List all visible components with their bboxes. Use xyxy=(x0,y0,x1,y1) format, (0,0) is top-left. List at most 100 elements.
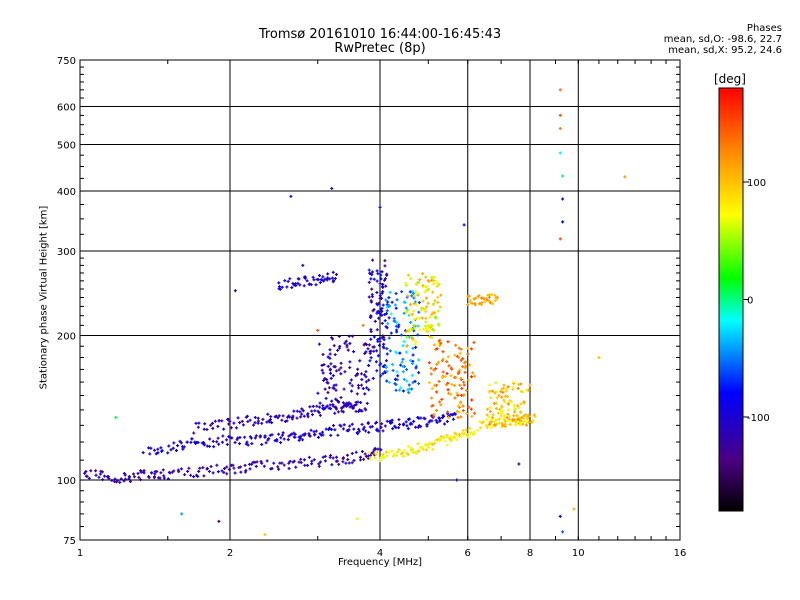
trace-point xyxy=(323,454,327,458)
trace-point xyxy=(89,469,93,473)
echo-point xyxy=(462,223,466,227)
echo-point xyxy=(316,328,320,332)
trace-point xyxy=(336,410,340,414)
trace-point xyxy=(391,454,395,458)
cluster-point xyxy=(318,401,322,405)
cluster-point xyxy=(380,270,384,274)
cluster-point xyxy=(506,408,510,412)
cluster-point xyxy=(369,300,373,304)
cluster-point xyxy=(385,369,389,373)
cluster-point xyxy=(410,294,414,298)
y-tick-label: 200 xyxy=(57,332,76,343)
trace-point xyxy=(321,433,325,437)
trace-point xyxy=(230,436,234,440)
trace-point xyxy=(308,282,312,286)
cluster-point xyxy=(459,347,463,351)
phase-stats-o: mean, sd,O: -98.6, 22.7 xyxy=(663,34,782,45)
cluster-point xyxy=(493,423,497,427)
trace-point xyxy=(330,276,334,280)
cluster-point xyxy=(331,404,335,408)
trace-point xyxy=(186,469,190,473)
trace-point xyxy=(522,419,526,423)
colorbar-label: [deg] xyxy=(714,72,746,86)
trace-point xyxy=(317,274,321,278)
trace-point xyxy=(297,277,301,281)
trace-point xyxy=(329,453,333,457)
cluster-point xyxy=(329,362,333,366)
trace-point xyxy=(287,461,291,465)
trace-point xyxy=(355,431,359,435)
trace-point xyxy=(201,466,205,470)
trace-point xyxy=(419,416,423,420)
cluster-point xyxy=(326,391,330,395)
echo-point xyxy=(558,113,562,117)
trace-point xyxy=(207,444,211,448)
cluster-point xyxy=(487,422,491,426)
cluster-point xyxy=(426,287,430,291)
cluster-point xyxy=(453,396,457,400)
trace-point xyxy=(416,442,420,446)
cluster-point xyxy=(516,387,520,391)
trace-point xyxy=(370,425,374,429)
trace-point xyxy=(196,474,200,478)
trace-point xyxy=(320,278,324,282)
cluster-point xyxy=(352,350,356,354)
cluster-point xyxy=(411,381,415,385)
cluster-point xyxy=(503,415,507,419)
trace-point xyxy=(486,293,490,297)
trace-point xyxy=(291,281,295,285)
trace-point xyxy=(394,426,398,430)
cluster-point xyxy=(348,360,352,364)
trace-point xyxy=(202,443,206,447)
cluster-point xyxy=(494,406,498,410)
cluster-point xyxy=(516,404,520,408)
trace-point xyxy=(378,456,382,460)
trace-point xyxy=(347,401,351,405)
cluster-point xyxy=(375,349,379,353)
trace-point xyxy=(309,428,313,432)
cluster-point xyxy=(417,300,421,304)
trace-point xyxy=(351,406,355,410)
cluster-point xyxy=(367,268,371,272)
trace-point xyxy=(160,449,164,453)
trace-point xyxy=(229,426,233,430)
cluster-point xyxy=(384,298,388,302)
cluster-point xyxy=(457,346,461,350)
cluster-point xyxy=(487,390,491,394)
cluster-point xyxy=(441,357,445,361)
trace-point xyxy=(161,468,165,472)
trace-point xyxy=(179,467,183,471)
cluster-point xyxy=(329,371,333,375)
trace-point xyxy=(330,427,334,431)
cluster-point xyxy=(333,353,337,357)
trace-point xyxy=(311,275,315,279)
trace-point xyxy=(428,441,432,445)
trace-point xyxy=(525,416,529,420)
cluster-point xyxy=(456,404,460,408)
cluster-point xyxy=(468,363,472,367)
cluster-point xyxy=(377,343,381,347)
trace-point xyxy=(280,285,284,289)
cluster-point xyxy=(387,380,391,384)
cluster-point xyxy=(494,401,498,405)
cluster-point xyxy=(389,331,393,335)
x-tick-label: 6 xyxy=(465,548,471,559)
trace-point xyxy=(287,467,291,471)
cluster-point xyxy=(525,388,529,392)
trace-point xyxy=(280,418,284,422)
trace-point xyxy=(189,473,193,477)
cluster-point xyxy=(422,327,426,331)
trace-point xyxy=(409,446,413,450)
trace-point xyxy=(382,456,386,460)
cluster-point xyxy=(425,305,429,309)
trace-point xyxy=(318,413,322,417)
cluster-point xyxy=(325,378,329,382)
cluster-point xyxy=(488,409,492,413)
cluster-point xyxy=(437,360,441,364)
trace-point xyxy=(197,421,201,425)
cluster-point xyxy=(383,277,387,281)
echo-point xyxy=(361,323,365,327)
cluster-point xyxy=(332,365,336,369)
trace-point xyxy=(232,421,236,425)
trace-point xyxy=(281,414,285,418)
